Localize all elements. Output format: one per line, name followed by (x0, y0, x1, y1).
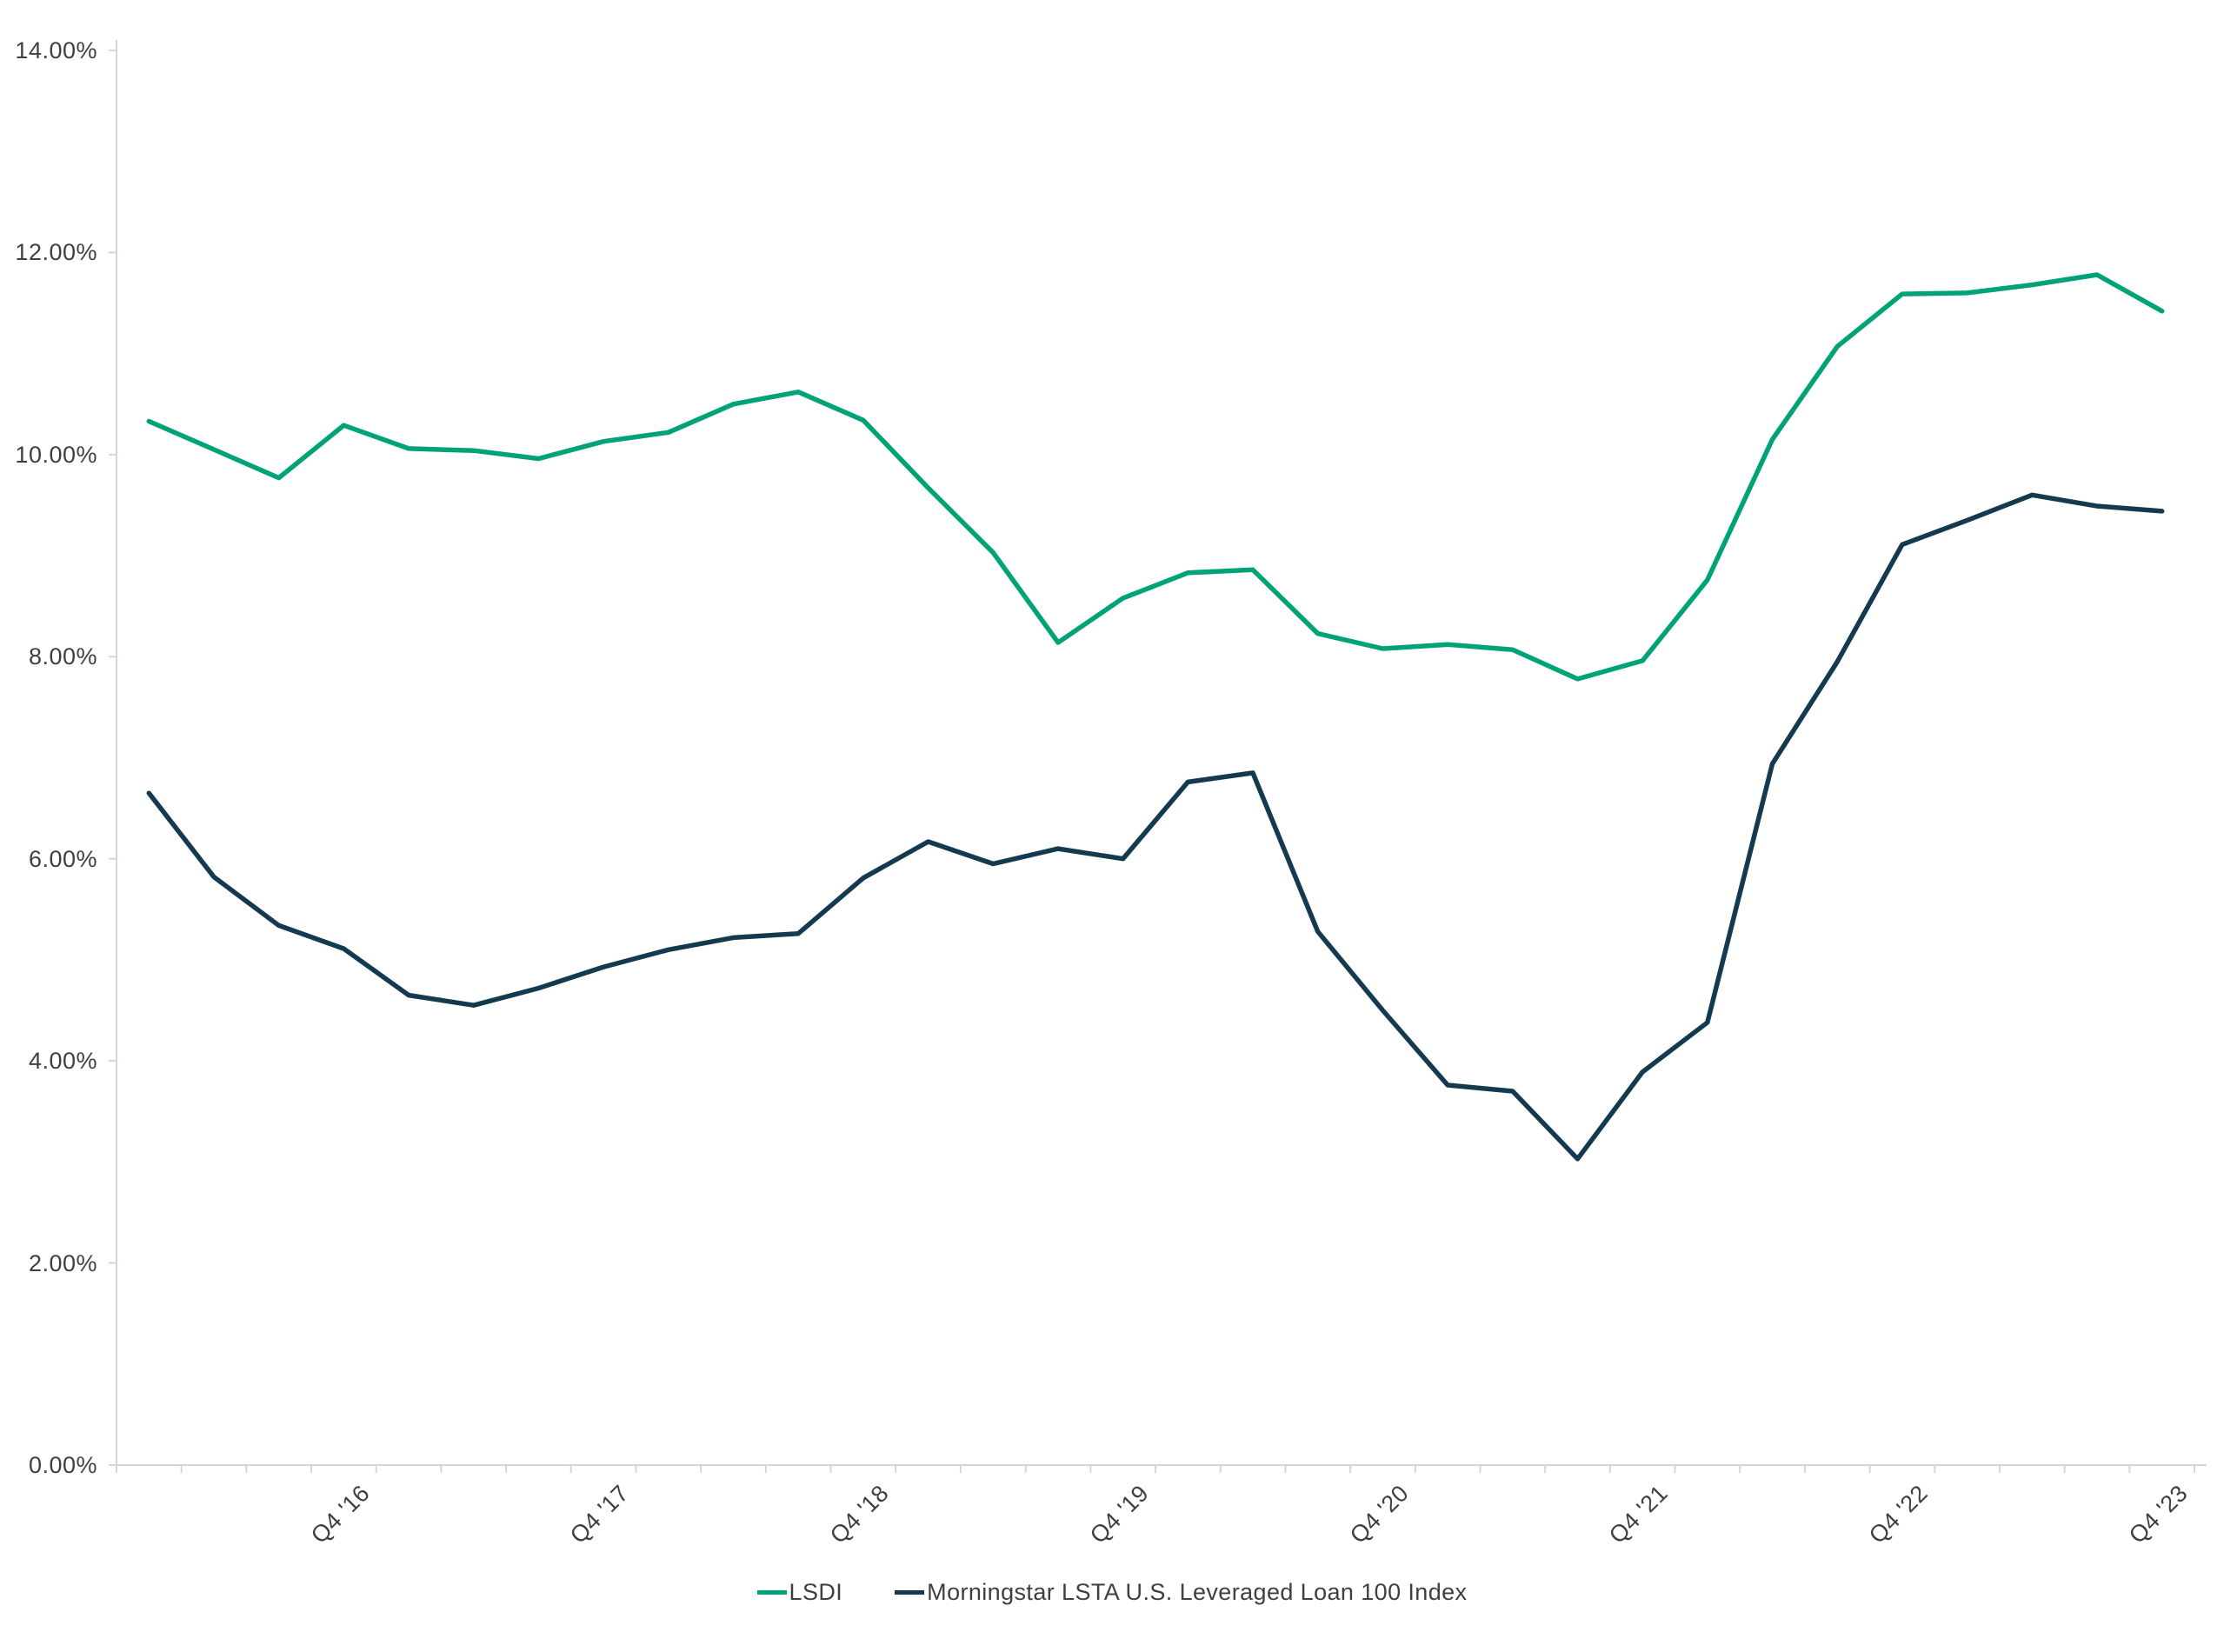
ll100-line (146, 492, 2165, 1162)
lsdi-line-swatch-icon (756, 1590, 787, 1595)
y-axis-label: 10.00% (15, 441, 97, 468)
lsdi-line (146, 272, 2165, 682)
y-axis-label: 0.00% (28, 1452, 97, 1478)
legend-item-ll100: Morningstar LSTA U.S. Leveraged Loan 100… (895, 1579, 1467, 1606)
legend-item-lsdi: LSDI (756, 1579, 843, 1606)
y-axis-label: 6.00% (28, 845, 97, 872)
y-axis-label: 2.00% (28, 1249, 97, 1276)
y-axis-label: 8.00% (28, 643, 97, 670)
legend-label-ll100: Morningstar LSTA U.S. Leveraged Loan 100… (927, 1579, 1468, 1605)
y-axis-label: 12.00% (15, 239, 97, 266)
y-axis-label: 4.00% (28, 1048, 97, 1075)
ll100-line-swatch-icon (895, 1590, 925, 1595)
legend-label-lsdi: LSDI (789, 1579, 843, 1605)
y-axis-label: 14.00% (15, 37, 97, 63)
legend: LSDI Morningstar LSTA U.S. Leveraged Loa… (0, 1579, 2224, 1606)
